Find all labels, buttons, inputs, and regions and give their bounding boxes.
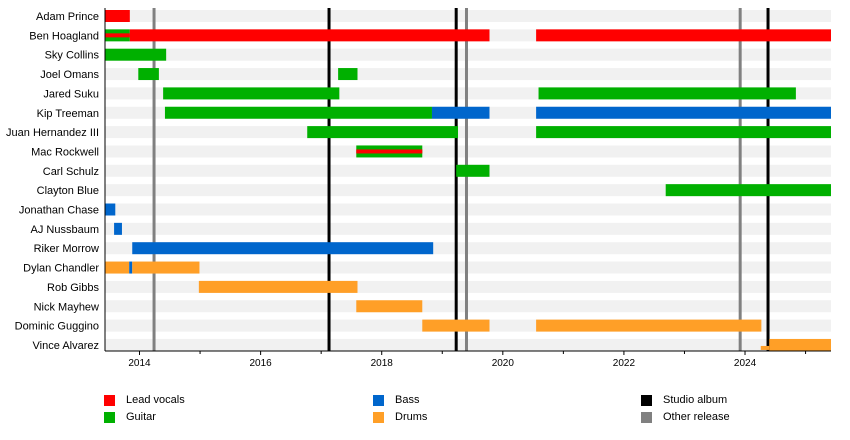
member-name: Jonathan Chase — [19, 205, 99, 217]
guitar-bar — [164, 106, 432, 119]
legend-label: Other release — [663, 411, 730, 423]
row-band — [105, 48, 831, 61]
member-name: Nick Mayhew — [34, 301, 99, 313]
row-band — [105, 222, 831, 235]
drums-bar — [198, 280, 358, 293]
row-band — [105, 68, 831, 81]
member-name: Dylan Chandler — [23, 263, 99, 275]
vocals-bar — [105, 10, 130, 22]
guitar-bar — [307, 126, 459, 139]
legend-other-release: Other release — [641, 411, 730, 423]
bass-bar — [114, 222, 122, 235]
legend-swatch-studio — [641, 394, 652, 406]
drums-bar — [105, 261, 130, 274]
legend-label: Drums — [395, 411, 428, 423]
member-name: AJ Nussbaum — [31, 224, 99, 236]
member-name: Dominic Guggino — [15, 321, 99, 333]
bass-bar — [431, 106, 490, 119]
member-name: Adam Prince — [36, 11, 99, 23]
member-name: Vince Alvarez — [33, 340, 99, 352]
legend-label: Guitar — [126, 411, 156, 423]
guitar-bar — [138, 68, 159, 81]
bass-bar — [536, 106, 831, 119]
drums-bar — [132, 261, 200, 274]
legend-swatch-bass — [373, 394, 384, 406]
vocals-stripe — [105, 33, 130, 38]
legend-label: Studio album — [663, 394, 728, 406]
member-name: Clayton Blue — [37, 185, 99, 197]
bass-bar — [129, 261, 133, 274]
legend-label: Bass — [395, 394, 420, 406]
x-tick-label: 2014 — [128, 358, 151, 369]
vocals-bar — [129, 29, 490, 42]
member-name: Mac Rockwell — [31, 146, 99, 158]
x-tick-label: 2018 — [371, 358, 394, 369]
drums-bar — [536, 319, 762, 332]
legend-swatch-vocals — [104, 394, 115, 406]
member-name: Carl Schulz — [43, 166, 99, 178]
row-band — [105, 300, 831, 313]
legend-swatch-other — [641, 411, 652, 423]
guitar-bar — [536, 126, 831, 139]
row-band — [105, 261, 831, 274]
legend-swatch-guitar — [104, 411, 115, 423]
x-tick-label: 2024 — [734, 358, 757, 369]
row-band — [105, 338, 831, 351]
guitar-bar — [338, 68, 358, 81]
vocals-bar — [536, 29, 831, 42]
row-band — [105, 203, 831, 216]
row-band — [105, 184, 831, 197]
legend-drums: Drums — [373, 411, 427, 423]
row-band — [105, 10, 831, 22]
legend-studio-album: Studio album — [641, 394, 727, 406]
guitar-bar — [456, 164, 490, 177]
member-name: Rob Gibbs — [47, 282, 99, 294]
x-tick-label: 2016 — [249, 358, 272, 369]
member-name: Kip Treeman — [37, 108, 99, 120]
legend-guitar: Guitar — [104, 411, 156, 423]
member-name: Ben Hoagland — [29, 30, 99, 42]
bass-bar — [105, 203, 116, 216]
drums-bar — [760, 345, 770, 350]
legend-bass: Bass — [373, 394, 419, 406]
guitar-bar — [538, 87, 796, 100]
x-tick-label: 2022 — [613, 358, 636, 369]
member-name: Riker Morrow — [34, 243, 99, 255]
guitar-bar — [163, 87, 340, 100]
row-band — [105, 145, 831, 158]
member-name: Juan Hernandez III — [6, 127, 99, 139]
x-tick-label: 2020 — [492, 358, 515, 369]
drums-bar — [356, 300, 423, 313]
bass-bar — [132, 242, 434, 255]
member-name: Jared Suku — [43, 88, 99, 100]
guitar-bar — [105, 48, 167, 61]
drums-bar — [422, 319, 490, 332]
vocals-stripe — [356, 149, 423, 154]
drums-bar — [769, 338, 831, 351]
legend-swatch-drums — [373, 411, 384, 423]
legend-label: Lead vocals — [126, 394, 185, 406]
member-name: Joel Omans — [40, 69, 99, 81]
member-name: Sky Collins — [45, 50, 100, 62]
guitar-bar — [665, 184, 831, 197]
legend-vocals: Lead vocals — [104, 394, 185, 406]
